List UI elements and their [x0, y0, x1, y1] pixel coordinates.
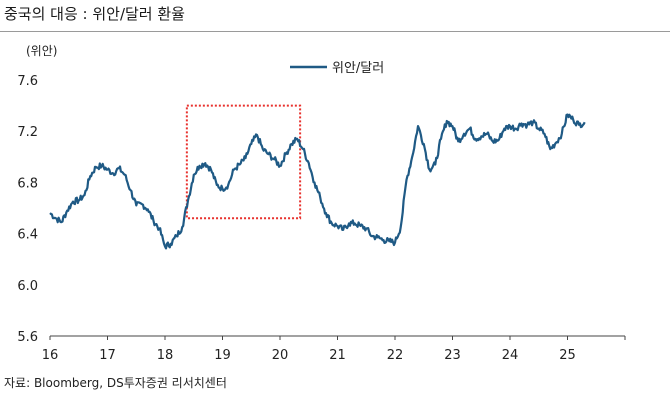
x-tick-label: 23: [444, 348, 461, 363]
plot-area: [49, 104, 586, 250]
series-line: [49, 113, 586, 250]
y-tick-label: 7.6: [17, 74, 38, 89]
x-tick-label: 21: [329, 348, 346, 363]
x-tick-label: 18: [157, 348, 174, 363]
legend: 위안/달러: [290, 61, 384, 76]
y-tick-label: 6.0: [17, 279, 38, 294]
y-tick-label: 6.8: [17, 176, 38, 191]
x-tick-label: 19: [214, 348, 231, 363]
page-title: 중국의 대응 : 위안/달러 환율: [4, 5, 185, 23]
x-tick-label: 20: [272, 348, 289, 363]
x-tick-label: 22: [387, 348, 404, 363]
x-axis: 16 17 18 19 20 21 22 23 24 25: [42, 335, 626, 363]
y-tick-label: 6.4: [17, 228, 38, 243]
source-note: 자료: Bloomberg, DS투자증권 리서치센터: [4, 376, 227, 390]
x-tick-label: 24: [502, 348, 519, 363]
y-tick-label: 7.2: [17, 125, 38, 140]
y-unit-label: (위안): [26, 44, 57, 58]
y-axis: (위안) 5.6 6.0 6.4 6.8 7.2 7.6: [17, 44, 57, 345]
x-tick-label: 25: [559, 348, 576, 363]
legend-label: 위안/달러: [332, 61, 384, 76]
x-tick-label: 17: [99, 348, 116, 363]
highlight-box: [185, 104, 302, 220]
title-divider: [0, 31, 670, 32]
y-tick-label: 5.6: [17, 330, 38, 345]
exchange-rate-chart: (위안) 5.6 6.0 6.4 6.8 7.2 7.6 16 17 18 19 20 21 22 23 2…: [17, 44, 626, 363]
x-tick-label: 16: [42, 348, 59, 363]
